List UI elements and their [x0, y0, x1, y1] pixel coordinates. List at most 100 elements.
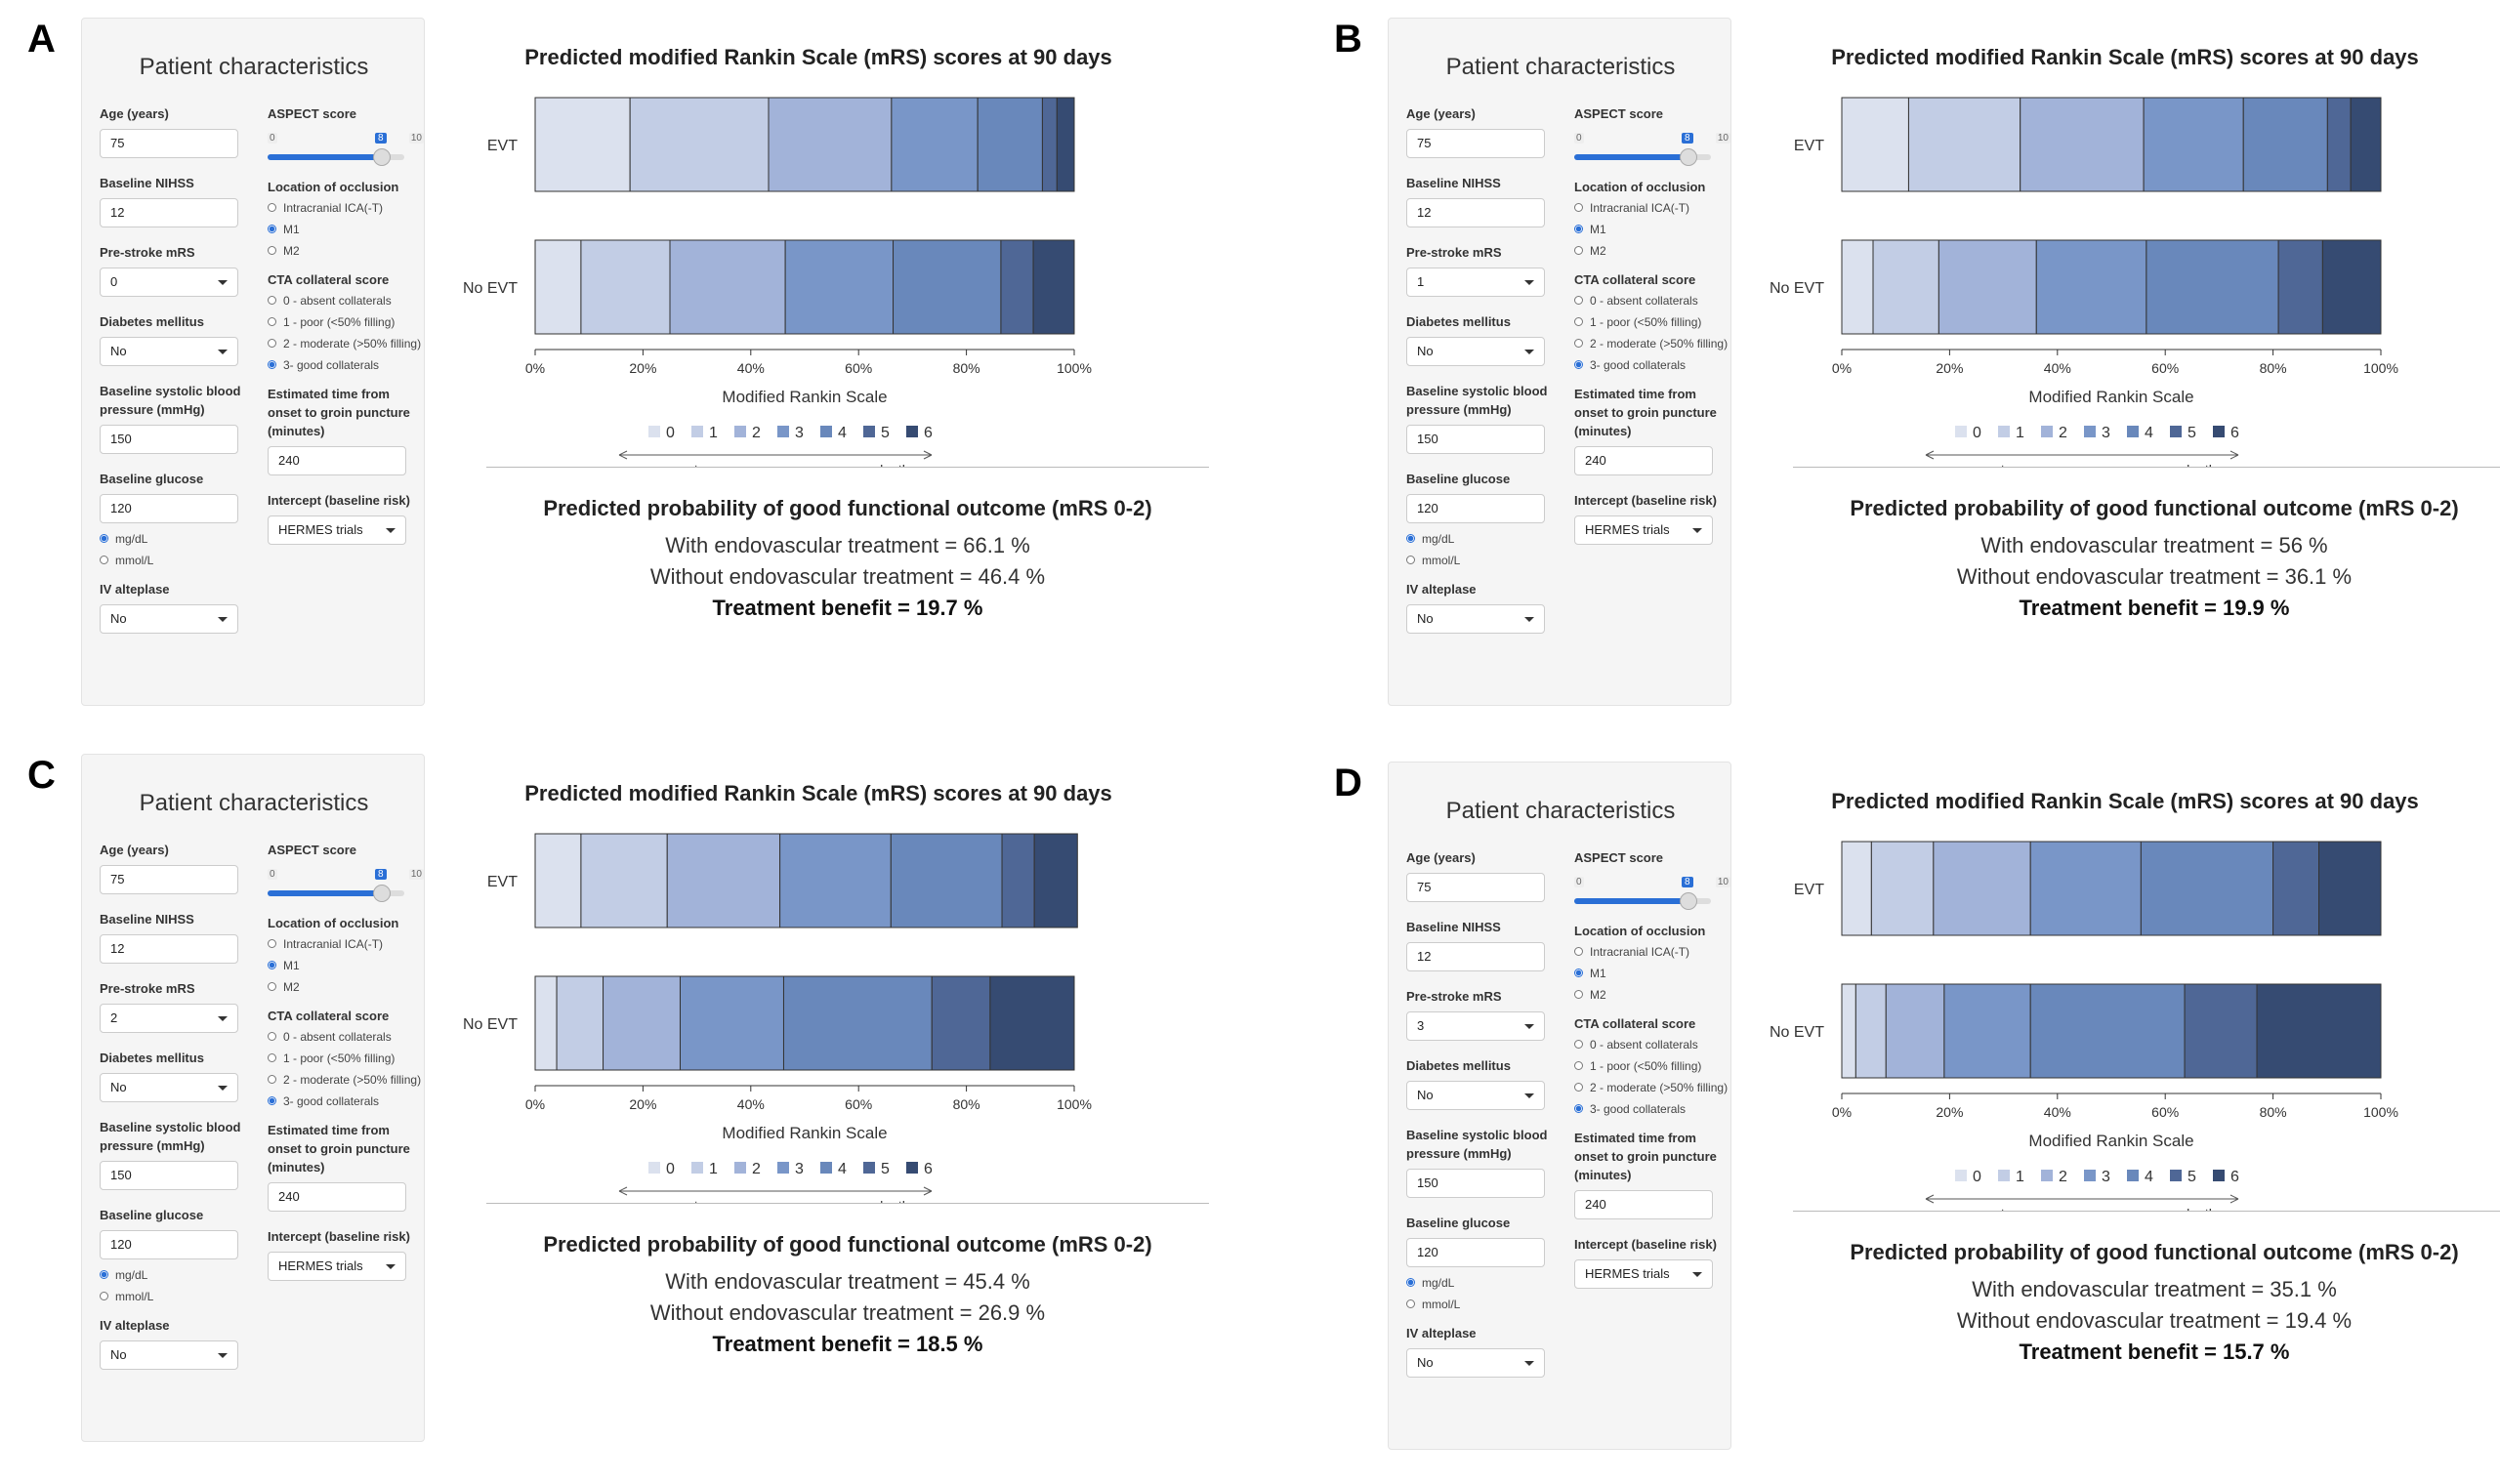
radio-option[interactable]: M2 — [268, 979, 424, 995]
slider-handle[interactable] — [1680, 892, 1697, 910]
radio-icon[interactable] — [268, 939, 276, 948]
diabetes-select[interactable]: No — [1406, 1081, 1545, 1110]
time-input[interactable]: 240 — [268, 446, 406, 475]
radio-selected-icon[interactable] — [100, 1270, 108, 1279]
radio-icon[interactable] — [268, 1053, 276, 1062]
radio-option[interactable]: 3- good collaterals — [268, 357, 424, 373]
radio-option[interactable]: 2 - moderate (>50% filling) — [1574, 1080, 1730, 1095]
radio-icon[interactable] — [1574, 990, 1583, 999]
iv-alteplase-select[interactable]: No — [100, 1340, 238, 1370]
diabetes-select[interactable]: No — [100, 337, 238, 366]
intercept-select[interactable]: HERMES trials — [268, 1252, 406, 1281]
radio-option[interactable]: 0 - absent collaterals — [268, 1029, 424, 1045]
iv-alteplase-select[interactable]: No — [100, 604, 238, 634]
radio-option[interactable]: mmol/L — [100, 553, 256, 568]
age-input[interactable]: 75 — [100, 129, 238, 158]
radio-option[interactable]: mmol/L — [1406, 1297, 1562, 1312]
aspect-slider[interactable]: 0 10 8 — [268, 863, 424, 902]
radio-icon[interactable] — [268, 982, 276, 991]
radio-selected-icon[interactable] — [268, 360, 276, 369]
radio-icon[interactable] — [1574, 339, 1583, 348]
radio-icon[interactable] — [1574, 296, 1583, 305]
radio-selected-icon[interactable] — [1574, 360, 1583, 369]
radio-selected-icon[interactable] — [1406, 534, 1415, 543]
age-input[interactable]: 75 — [100, 865, 238, 894]
radio-option[interactable]: mg/dL — [100, 1267, 256, 1283]
radio-option[interactable]: M2 — [1574, 987, 1730, 1003]
systolic-bp-input[interactable]: 150 — [100, 425, 238, 454]
glucose-input[interactable]: 120 — [100, 1230, 238, 1259]
radio-option[interactable]: mg/dL — [100, 531, 256, 547]
radio-option[interactable]: 1 - poor (<50% filling) — [1574, 1058, 1730, 1074]
radio-option[interactable]: 1 - poor (<50% filling) — [1574, 314, 1730, 330]
aspect-slider[interactable]: 0 10 8 — [1574, 127, 1730, 166]
radio-icon[interactable] — [268, 1075, 276, 1084]
nihss-input[interactable]: 12 — [100, 198, 238, 227]
prestroke-mrs-select[interactable]: 1 — [1406, 268, 1545, 297]
diabetes-select[interactable]: No — [100, 1073, 238, 1102]
radio-icon[interactable] — [1574, 246, 1583, 255]
radio-option[interactable]: Intracranial ICA(-T) — [1574, 200, 1730, 216]
slider-handle[interactable] — [373, 148, 391, 166]
radio-option[interactable]: M2 — [1574, 243, 1730, 259]
nihss-input[interactable]: 12 — [1406, 198, 1545, 227]
radio-icon[interactable] — [268, 246, 276, 255]
aspect-slider[interactable]: 0 10 8 — [268, 127, 424, 166]
radio-icon[interactable] — [1574, 203, 1583, 212]
intercept-select[interactable]: HERMES trials — [1574, 515, 1713, 545]
slider-handle[interactable] — [373, 885, 391, 902]
radio-icon[interactable] — [1406, 556, 1415, 564]
radio-icon[interactable] — [1574, 1083, 1583, 1092]
radio-option[interactable]: M1 — [268, 222, 424, 237]
radio-option[interactable]: M1 — [1574, 966, 1730, 981]
age-input[interactable]: 75 — [1406, 873, 1545, 902]
glucose-input[interactable]: 120 — [1406, 494, 1545, 523]
radio-option[interactable]: mmol/L — [100, 1289, 256, 1304]
systolic-bp-input[interactable]: 150 — [100, 1161, 238, 1190]
radio-icon[interactable] — [100, 1292, 108, 1300]
intercept-select[interactable]: HERMES trials — [268, 515, 406, 545]
prestroke-mrs-select[interactable]: 0 — [100, 268, 238, 297]
radio-icon[interactable] — [268, 203, 276, 212]
radio-option[interactable]: mg/dL — [1406, 1275, 1562, 1291]
time-input[interactable]: 240 — [1574, 446, 1713, 475]
radio-icon[interactable] — [1574, 947, 1583, 956]
radio-icon[interactable] — [268, 317, 276, 326]
radio-option[interactable]: 2 - moderate (>50% filling) — [1574, 336, 1730, 351]
radio-selected-icon[interactable] — [268, 1096, 276, 1105]
iv-alteplase-select[interactable]: No — [1406, 1348, 1545, 1378]
radio-selected-icon[interactable] — [1574, 1104, 1583, 1113]
radio-selected-icon[interactable] — [268, 961, 276, 969]
radio-icon[interactable] — [1574, 317, 1583, 326]
diabetes-select[interactable]: No — [1406, 337, 1545, 366]
radio-selected-icon[interactable] — [100, 534, 108, 543]
radio-option[interactable]: 0 - absent collaterals — [268, 293, 424, 309]
radio-icon[interactable] — [268, 339, 276, 348]
radio-option[interactable]: Intracranial ICA(-T) — [268, 936, 424, 952]
radio-option[interactable]: M2 — [268, 243, 424, 259]
radio-option[interactable]: 0 - absent collaterals — [1574, 293, 1730, 309]
radio-option[interactable]: M1 — [1574, 222, 1730, 237]
radio-option[interactable]: 3- good collaterals — [1574, 1101, 1730, 1117]
radio-option[interactable]: 2 - moderate (>50% filling) — [268, 336, 424, 351]
radio-option[interactable]: M1 — [268, 958, 424, 973]
radio-icon[interactable] — [268, 296, 276, 305]
systolic-bp-input[interactable]: 150 — [1406, 1169, 1545, 1198]
nihss-input[interactable]: 12 — [1406, 942, 1545, 971]
radio-icon[interactable] — [1574, 1061, 1583, 1070]
radio-selected-icon[interactable] — [1406, 1278, 1415, 1287]
systolic-bp-input[interactable]: 150 — [1406, 425, 1545, 454]
radio-option[interactable]: mmol/L — [1406, 553, 1562, 568]
radio-icon[interactable] — [268, 1032, 276, 1041]
radio-icon[interactable] — [1406, 1299, 1415, 1308]
radio-option[interactable]: Intracranial ICA(-T) — [268, 200, 424, 216]
intercept-select[interactable]: HERMES trials — [1574, 1259, 1713, 1289]
time-input[interactable]: 240 — [268, 1182, 406, 1212]
radio-option[interactable]: 0 - absent collaterals — [1574, 1037, 1730, 1052]
time-input[interactable]: 240 — [1574, 1190, 1713, 1219]
nihss-input[interactable]: 12 — [100, 934, 238, 964]
radio-option[interactable]: 3- good collaterals — [1574, 357, 1730, 373]
glucose-input[interactable]: 120 — [1406, 1238, 1545, 1267]
radio-option[interactable]: mg/dL — [1406, 531, 1562, 547]
radio-option[interactable]: 1 - poor (<50% filling) — [268, 1051, 424, 1066]
